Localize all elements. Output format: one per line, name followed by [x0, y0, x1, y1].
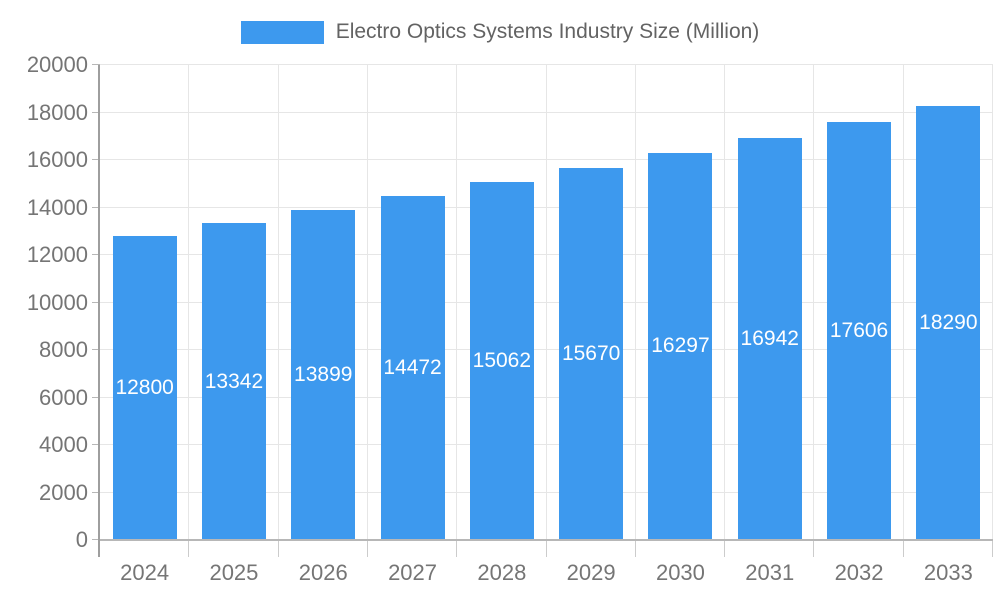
y-tick-mark — [92, 111, 100, 113]
x-axis-tick-label: 2026 — [298, 560, 348, 585]
y-axis-tick-label: 2000 — [39, 479, 88, 505]
bar-value-label: 15670 — [561, 341, 621, 365]
legend-label: Electro Optics Systems Industry Size (Mi… — [335, 20, 760, 43]
y-tick-mark — [92, 396, 100, 398]
y-tick-mark — [92, 444, 100, 445]
x-tick-mark — [813, 540, 815, 557]
gridline-horizontal — [100, 491, 993, 493]
x-tick-mark — [277, 540, 279, 557]
x-tick-mark — [634, 540, 636, 557]
x-axis-tick-label: 2025 — [209, 560, 259, 585]
bar-value-label: 17606 — [829, 318, 889, 342]
y-axis-tick-label: 0 — [75, 527, 88, 552]
gridline-vertical — [724, 65, 726, 540]
bar-value-label: 12800 — [115, 376, 174, 399]
gridline-horizontal — [100, 206, 993, 208]
x-tick-mark — [188, 540, 190, 557]
bar-value-label: 13342 — [204, 369, 264, 393]
bar-2032[interactable] — [827, 121, 892, 540]
bar-2024[interactable] — [112, 236, 177, 540]
gridline-vertical — [634, 65, 636, 540]
gridline-horizontal — [100, 64, 993, 65]
gridline-vertical — [813, 65, 815, 540]
gridline-vertical — [366, 65, 368, 540]
bar-2026[interactable] — [291, 209, 356, 540]
gridline-horizontal — [100, 301, 993, 303]
x-axis-tick-label: 2032 — [834, 560, 884, 585]
y-axis-tick-label: 6000 — [39, 384, 88, 410]
bar-value-label: 15062 — [472, 349, 532, 373]
gridline-vertical — [456, 65, 458, 540]
y-tick-mark — [92, 254, 100, 255]
x-axis-tick-label: 2029 — [566, 560, 616, 585]
y-tick-mark — [92, 159, 100, 160]
bar-value-label: 18290 — [919, 310, 978, 334]
bar-2028[interactable] — [469, 182, 534, 540]
y-axis-tick-label: 12000 — [26, 242, 88, 267]
y-axis-tick-label: 4000 — [39, 432, 88, 457]
gridline-horizontal — [100, 254, 993, 255]
bar-2030[interactable] — [648, 152, 713, 540]
x-axis-tick-label: 2027 — [388, 560, 438, 585]
gridline-horizontal — [100, 349, 993, 350]
bar-value-label: 14472 — [383, 356, 442, 380]
y-tick-mark — [92, 539, 100, 540]
x-tick-mark — [992, 540, 993, 557]
y-axis-line — [98, 65, 100, 557]
gridline-vertical — [992, 65, 993, 540]
gridline-vertical — [188, 65, 190, 540]
bar-2029[interactable] — [559, 167, 624, 540]
bar-value-label: 16297 — [651, 334, 710, 358]
gridline-horizontal — [100, 111, 993, 113]
y-tick-mark — [92, 349, 100, 350]
bar-2025[interactable] — [201, 223, 266, 540]
bar-value-label: 16942 — [740, 326, 799, 350]
bar-2031[interactable] — [737, 137, 802, 540]
gridline-horizontal — [100, 159, 993, 160]
gridline-horizontal — [100, 444, 993, 445]
x-axis-tick-label: 2024 — [120, 560, 170, 585]
x-axis-line — [100, 539, 993, 541]
gridline-vertical — [545, 65, 547, 540]
x-axis-tick-label: 2031 — [745, 560, 795, 585]
x-tick-mark — [902, 540, 904, 557]
x-axis-tick-label: 2033 — [923, 560, 973, 585]
gridline-vertical — [277, 65, 279, 540]
legend-swatch-icon — [240, 20, 324, 44]
y-axis-tick-label: 14000 — [26, 194, 88, 220]
gridline-horizontal — [100, 396, 993, 398]
y-axis-tick-label: 10000 — [26, 289, 88, 315]
x-tick-mark — [724, 540, 726, 557]
bar-2027[interactable] — [380, 196, 445, 540]
y-axis-tick-label: 20000 — [26, 52, 88, 77]
y-tick-mark — [92, 301, 100, 303]
bar-value-label: 13899 — [294, 362, 353, 386]
x-axis-tick-label: 2028 — [477, 560, 527, 585]
y-tick-mark — [92, 64, 100, 65]
x-tick-mark — [456, 540, 458, 557]
bar-2033[interactable] — [916, 105, 981, 540]
y-tick-mark — [92, 491, 100, 493]
x-tick-mark — [545, 540, 547, 557]
legend: Electro Optics Systems Industry Size (Mi… — [0, 20, 1000, 44]
x-axis-tick-label: 2030 — [655, 560, 705, 585]
y-tick-mark — [92, 206, 100, 208]
x-tick-mark — [366, 540, 368, 557]
gridline-vertical — [902, 65, 904, 540]
y-axis-tick-label: 16000 — [26, 147, 88, 172]
y-axis-tick-label: 8000 — [39, 337, 88, 362]
y-axis-tick-label: 18000 — [26, 99, 88, 125]
